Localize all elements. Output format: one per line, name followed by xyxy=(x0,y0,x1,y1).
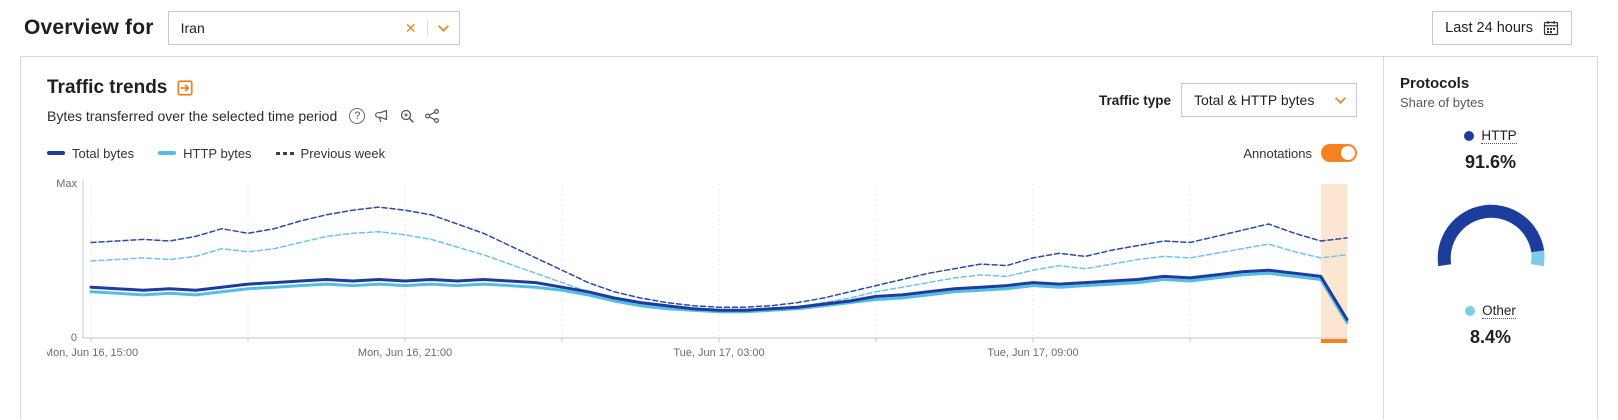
chart-legend: Total bytes HTTP bytes Previous week Ann… xyxy=(47,144,1357,162)
page-title: Overview for xyxy=(24,16,154,39)
protocol-item-http: HTTP xyxy=(1464,128,1517,144)
legend-item-http-bytes[interactable]: HTTP bytes xyxy=(158,145,252,161)
http-link[interactable]: HTTP xyxy=(1481,128,1517,144)
chevron-down-icon[interactable] xyxy=(428,24,459,32)
svg-text:Mon, Jun 16, 21:00: Mon, Jun 16, 21:00 xyxy=(358,347,452,359)
legend-item-previous-week[interactable]: Previous week xyxy=(275,145,386,161)
time-range-button[interactable]: Last 24 hours xyxy=(1432,11,1572,45)
legend-swatch-http xyxy=(158,151,177,155)
section-title: Traffic trends xyxy=(47,77,168,98)
protocols-title: Protocols xyxy=(1400,75,1470,92)
legend-swatch-total xyxy=(47,151,65,155)
traffic-trends-section: Traffic trends Bytes transferred over th… xyxy=(21,57,1383,419)
help-icon[interactable]: ? xyxy=(349,108,366,124)
share-icon[interactable] xyxy=(424,108,440,124)
clear-icon[interactable]: ✕ xyxy=(404,20,417,36)
combo-divider xyxy=(426,19,428,37)
traffic-trends-chart[interactable]: Max 0 Mon, Jun 16, 15:00 Mon, Jun 16, 21:00… xyxy=(47,172,1355,368)
section-subtitle: Bytes transferred over the selected time… xyxy=(47,108,338,124)
svg-text:Mon, Jun 16, 15:00: Mon, Jun 16, 15:00 xyxy=(47,347,138,359)
protocol-item-other: Other xyxy=(1465,303,1516,319)
zoom-icon[interactable] xyxy=(399,108,415,124)
open-section-icon[interactable] xyxy=(176,79,194,97)
svg-text:0: 0 xyxy=(71,332,77,344)
http-share-value: 91.6% xyxy=(1464,152,1517,172)
http-dot xyxy=(1464,131,1475,141)
annotations-label: Annotations xyxy=(1243,145,1312,161)
page-header: Overview for Iran ✕ Last 24 hours xyxy=(0,0,1618,56)
time-range-label: Last 24 hours xyxy=(1445,20,1533,36)
legend-label: Total bytes xyxy=(72,145,135,161)
svg-text:Tue, Jun 17, 09:00: Tue, Jun 17, 09:00 xyxy=(987,347,1078,359)
main-card: Traffic trends Bytes transferred over th… xyxy=(20,56,1598,419)
other-link[interactable]: Other xyxy=(1482,303,1516,319)
other-dot xyxy=(1465,306,1476,316)
protocols-gauge xyxy=(1437,204,1545,267)
legend-label: HTTP bytes xyxy=(183,145,252,161)
traffic-type-label: Traffic type xyxy=(1098,92,1171,108)
location-value: Iran xyxy=(180,20,205,36)
toggle-knob xyxy=(1341,146,1355,160)
traffic-type-select[interactable]: Total & HTTP bytes xyxy=(1181,83,1357,117)
legend-swatch-previous-week xyxy=(275,151,294,155)
protocols-subtitle: Share of bytes xyxy=(1400,95,1484,110)
traffic-type-value: Total & HTTP bytes xyxy=(1194,92,1315,108)
svg-text:Max: Max xyxy=(56,178,77,190)
svg-text:Tue, Jun 17, 03:00: Tue, Jun 17, 03:00 xyxy=(673,347,764,359)
annotations-toggle[interactable] xyxy=(1321,144,1357,162)
location-selector[interactable]: Iran ✕ xyxy=(167,11,460,45)
chevron-down-icon xyxy=(1335,96,1346,104)
other-share-value: 8.4% xyxy=(1469,327,1512,347)
legend-label: Previous week xyxy=(300,145,386,161)
protocols-panel: Protocols Share of bytes HTTP 91.6% Othe… xyxy=(1383,57,1597,419)
announcement-icon[interactable] xyxy=(374,108,390,124)
calendar-icon xyxy=(1543,20,1559,36)
legend-item-total-bytes[interactable]: Total bytes xyxy=(47,146,134,161)
